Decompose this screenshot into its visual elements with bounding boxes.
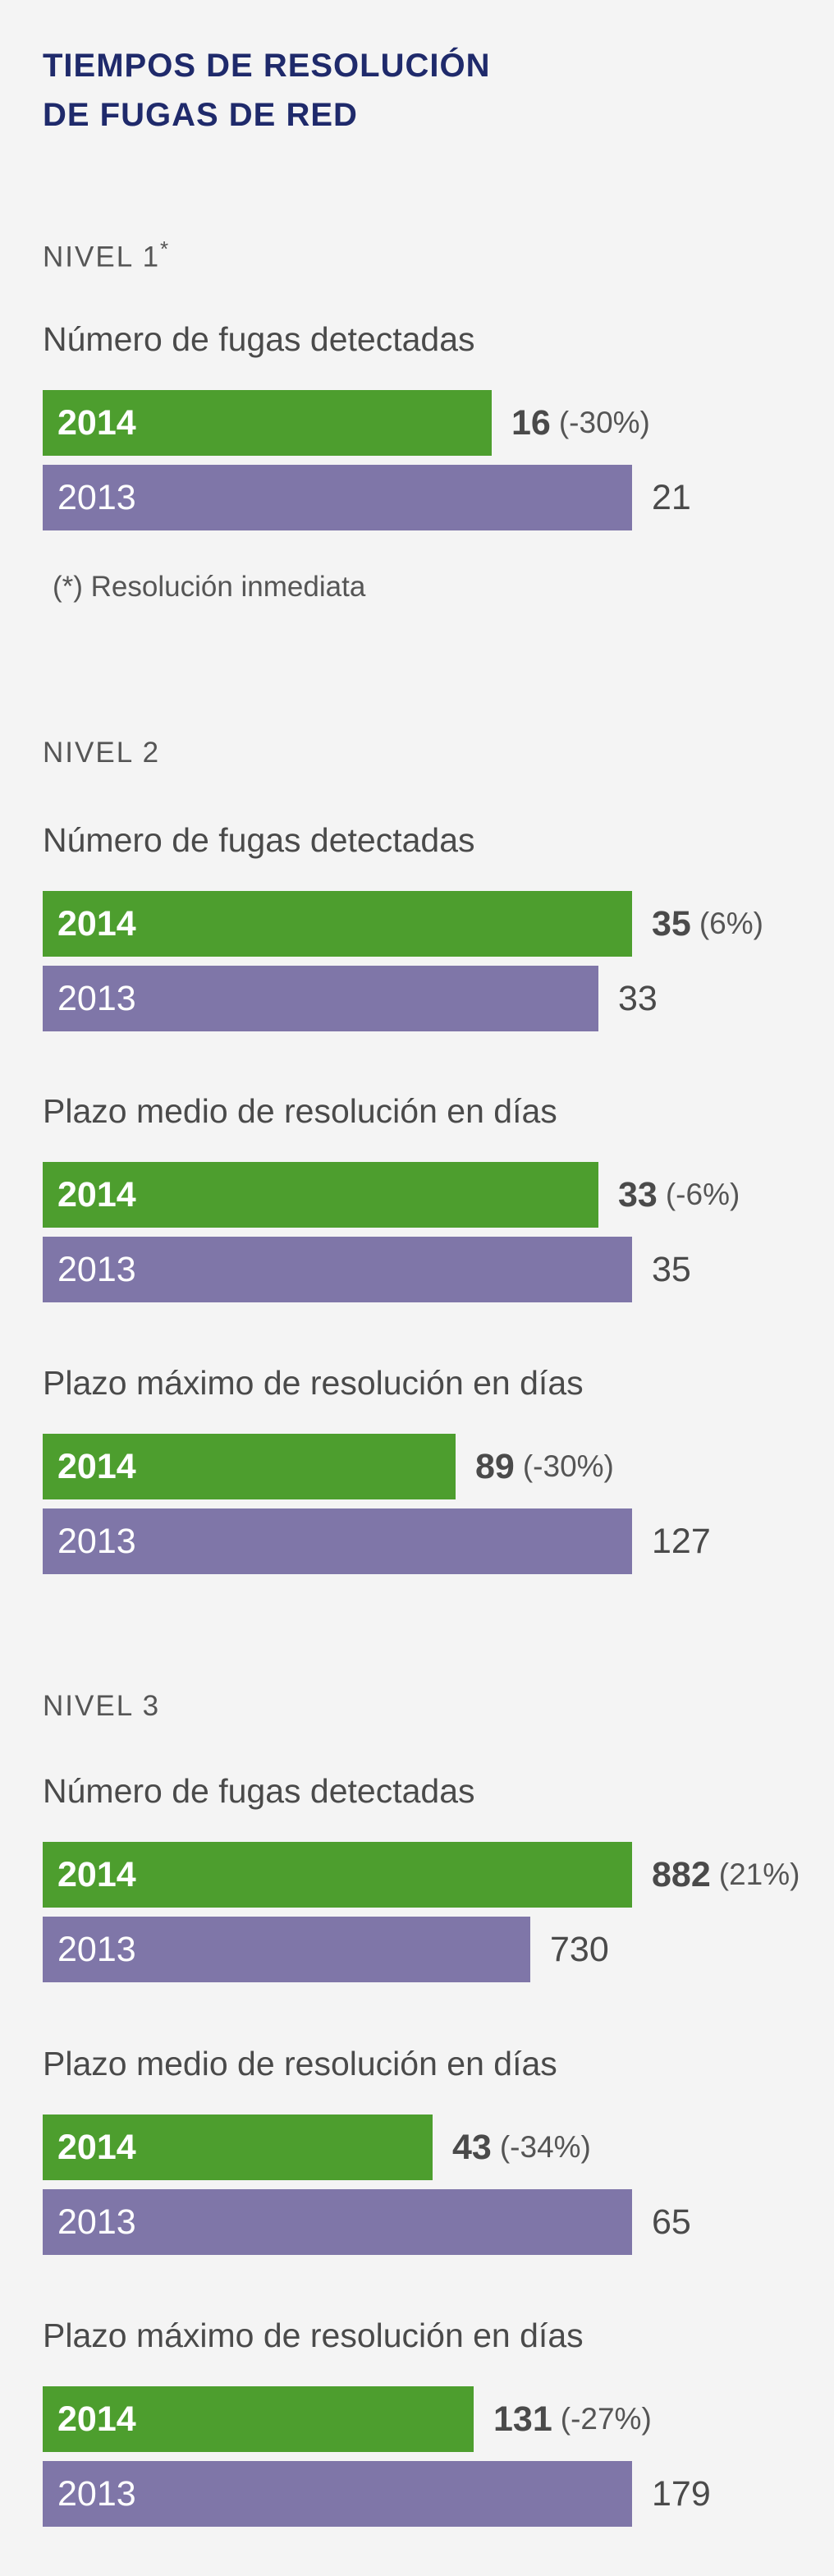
- level-label: NIVEL 1: [43, 241, 161, 273]
- value-label-2013: 65: [652, 2202, 691, 2242]
- value-label-2013: 33: [618, 978, 658, 1018]
- value-label-2014: 882 (21%): [652, 1842, 800, 1908]
- value-label-2013: 127: [652, 1521, 711, 1561]
- value-label-2013: 21: [652, 477, 691, 517]
- bar-2013: 2013: [43, 966, 598, 1031]
- value-label-2014: 131 (-27%): [493, 2386, 652, 2452]
- value-label-2014: 89 (-30%): [475, 1434, 614, 1499]
- value-number: 35: [652, 903, 691, 944]
- value-number: 89: [475, 1446, 515, 1486]
- change-percent: (6%): [699, 907, 763, 940]
- value-label-2013: 35: [652, 1249, 691, 1289]
- bar-2013: 2013: [43, 1917, 530, 1982]
- value-label-2014: 43 (-34%): [452, 2115, 591, 2180]
- change-percent: (-30%): [558, 406, 650, 439]
- bar-2014: 2014: [43, 2386, 474, 2452]
- change-percent: (-27%): [560, 2402, 652, 2436]
- bar-2014: 2014: [43, 1842, 632, 1908]
- bar-2013: 2013: [43, 465, 632, 530]
- level-heading: NIVEL 1*: [43, 236, 168, 274]
- value-number: 43: [452, 2127, 492, 2167]
- change-percent: (-6%): [665, 1178, 740, 1211]
- value-number: 131: [493, 2399, 552, 2439]
- bar-2014: 2014: [43, 1434, 456, 1499]
- change-percent: (-30%): [522, 1449, 614, 1483]
- value-number: 33: [618, 1174, 658, 1215]
- metric-label: Número de fugas detectadas: [43, 1772, 475, 1810]
- level-heading: NIVEL 3: [43, 1690, 160, 1723]
- value-label-2013: 179: [652, 2473, 711, 2514]
- metric-label: Número de fugas detectadas: [43, 821, 475, 859]
- footnote: (*) Resolución inmediata: [53, 571, 366, 603]
- metric-label: Plazo medio de resolución en días: [43, 1092, 557, 1130]
- bar-2013: 2013: [43, 1237, 632, 1302]
- chart-title: TIEMPOS DE RESOLUCIÓN DE FUGAS DE RED: [43, 41, 491, 140]
- bar-2014: 2014: [43, 891, 632, 957]
- level-footnote-mark: *: [160, 236, 169, 261]
- change-percent: (21%): [718, 1857, 800, 1891]
- bar-2013: 2013: [43, 2461, 632, 2527]
- value-number: 882: [652, 1854, 711, 1894]
- change-percent: (-34%): [499, 2130, 591, 2164]
- bar-2013: 2013: [43, 2189, 632, 2255]
- chart-title-line-1: TIEMPOS DE RESOLUCIÓN: [43, 48, 491, 84]
- level-label: NIVEL 2: [43, 737, 161, 769]
- value-label-2013: 730: [550, 1929, 609, 1969]
- level-heading: NIVEL 2: [43, 737, 160, 769]
- metric-label: Plazo medio de resolución en días: [43, 2045, 557, 2082]
- metric-label: Plazo máximo de resolución en días: [43, 2317, 584, 2354]
- bar-2013: 2013: [43, 1508, 632, 1574]
- chart-title-line-2: DE FUGAS DE RED: [43, 97, 358, 133]
- value-number: 16: [511, 402, 551, 443]
- value-label-2014: 35 (6%): [652, 891, 763, 957]
- bar-2014: 2014: [43, 1162, 598, 1228]
- value-label-2014: 33 (-6%): [618, 1162, 740, 1228]
- level-label: NIVEL 3: [43, 1690, 161, 1722]
- metric-label: Plazo máximo de resolución en días: [43, 1364, 584, 1402]
- bar-2014: 2014: [43, 2115, 433, 2180]
- bar-2014: 2014: [43, 390, 492, 456]
- value-label-2014: 16 (-30%): [511, 390, 650, 456]
- metric-label: Número de fugas detectadas: [43, 320, 475, 358]
